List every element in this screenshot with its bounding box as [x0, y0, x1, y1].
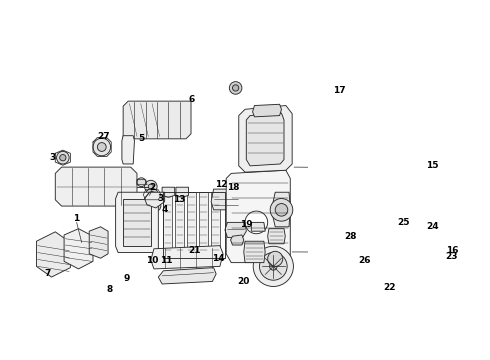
Text: 12: 12 — [215, 180, 227, 189]
Polygon shape — [145, 192, 165, 208]
Polygon shape — [199, 192, 208, 258]
Text: 21: 21 — [189, 246, 201, 255]
Polygon shape — [175, 192, 184, 258]
Circle shape — [270, 198, 293, 221]
Circle shape — [151, 201, 161, 211]
Circle shape — [232, 85, 239, 91]
Text: 24: 24 — [426, 222, 439, 231]
Polygon shape — [55, 167, 137, 206]
Polygon shape — [187, 192, 196, 258]
Text: 8: 8 — [107, 285, 113, 294]
Circle shape — [275, 203, 288, 216]
Polygon shape — [244, 241, 265, 262]
Text: 3: 3 — [49, 153, 56, 162]
Circle shape — [268, 251, 283, 266]
Polygon shape — [226, 170, 290, 262]
Circle shape — [148, 184, 153, 189]
Text: 26: 26 — [358, 256, 370, 265]
Polygon shape — [211, 192, 220, 258]
Circle shape — [260, 253, 287, 280]
Circle shape — [149, 192, 155, 198]
Text: 1: 1 — [74, 214, 80, 223]
Text: 6: 6 — [189, 95, 195, 104]
Circle shape — [137, 178, 146, 186]
Text: 13: 13 — [173, 195, 185, 204]
Text: 3: 3 — [157, 194, 163, 203]
Polygon shape — [123, 101, 191, 139]
Text: 23: 23 — [445, 252, 457, 261]
Polygon shape — [271, 192, 290, 227]
Polygon shape — [176, 187, 189, 197]
Text: 15: 15 — [426, 161, 439, 170]
Circle shape — [98, 143, 106, 152]
Polygon shape — [231, 235, 244, 245]
Text: 5: 5 — [138, 134, 145, 143]
Polygon shape — [251, 222, 265, 231]
Circle shape — [153, 203, 158, 208]
Polygon shape — [123, 198, 151, 246]
Circle shape — [56, 152, 69, 164]
Circle shape — [146, 189, 158, 201]
Text: 18: 18 — [227, 183, 240, 192]
Polygon shape — [268, 229, 285, 244]
Text: 16: 16 — [446, 246, 459, 255]
Text: 10: 10 — [146, 256, 158, 265]
Circle shape — [60, 154, 66, 161]
Circle shape — [245, 211, 268, 234]
Text: 2: 2 — [149, 183, 155, 192]
Polygon shape — [239, 105, 292, 172]
Text: 22: 22 — [383, 283, 396, 292]
Polygon shape — [252, 104, 281, 117]
Polygon shape — [151, 246, 223, 269]
Polygon shape — [122, 136, 134, 164]
Polygon shape — [246, 113, 284, 166]
Text: 4: 4 — [161, 205, 168, 214]
Text: 25: 25 — [397, 218, 410, 227]
Polygon shape — [225, 222, 246, 238]
Circle shape — [253, 246, 294, 287]
Text: 14: 14 — [212, 254, 225, 263]
Polygon shape — [64, 229, 93, 269]
Circle shape — [270, 262, 277, 270]
Polygon shape — [89, 227, 108, 258]
Polygon shape — [158, 267, 216, 284]
Circle shape — [229, 82, 242, 94]
Polygon shape — [211, 189, 240, 210]
Circle shape — [93, 138, 111, 156]
Text: 17: 17 — [333, 86, 345, 95]
Polygon shape — [163, 192, 172, 258]
Text: 20: 20 — [238, 277, 250, 286]
Text: 27: 27 — [98, 132, 110, 141]
Text: 7: 7 — [44, 269, 50, 278]
Text: 19: 19 — [240, 220, 253, 229]
Polygon shape — [162, 187, 174, 197]
Text: 9: 9 — [124, 274, 130, 283]
Polygon shape — [36, 232, 71, 277]
Text: 28: 28 — [344, 232, 357, 241]
Text: 11: 11 — [160, 256, 172, 265]
Polygon shape — [116, 192, 158, 253]
Circle shape — [145, 180, 157, 193]
